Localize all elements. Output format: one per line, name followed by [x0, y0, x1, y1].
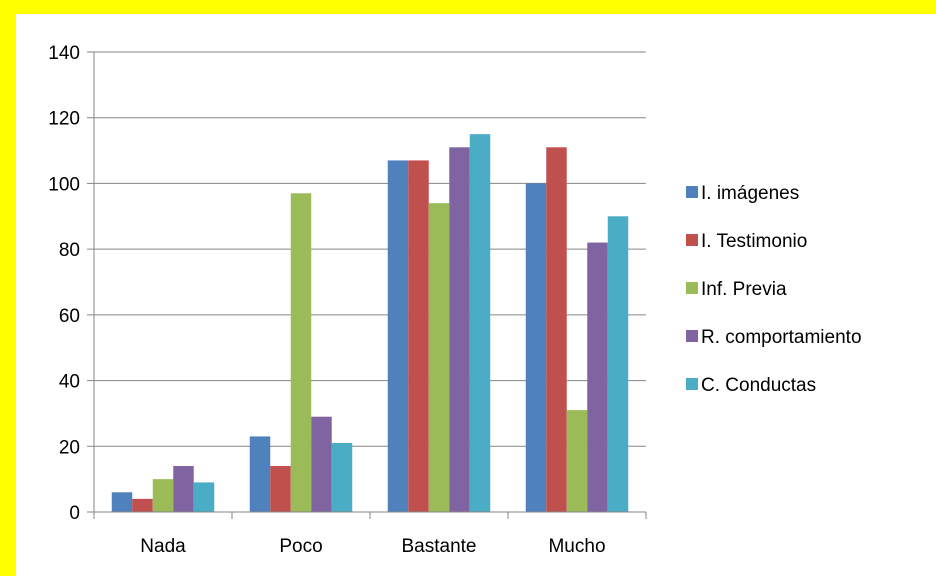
y-tick-label: 100	[48, 174, 80, 195]
bar-chart: 0 20 40 60 80 100 120 140 Nada Poco Bastante Mucho…	[48, 43, 862, 557]
bar-poco-series-2	[270, 466, 291, 512]
legend-label: I. Testimonio	[701, 231, 807, 252]
legend-label: I. imágenes	[701, 183, 799, 204]
x-tick-label: Bastante	[402, 536, 477, 557]
bar-poco-series-1	[249, 436, 271, 512]
bar-nada-series-2	[132, 498, 153, 512]
bar-bastante-series-3	[428, 203, 450, 512]
y-tick-label: 0	[69, 503, 80, 524]
legend: I. imágenes I. Testimonio Inf. Previa R. co…	[686, 183, 862, 396]
bar-bastante-series-1	[387, 160, 409, 512]
bar-poco-series-3	[290, 193, 312, 513]
bar-mucho-series-5	[607, 216, 629, 513]
x-tick-label: Mucho	[548, 536, 605, 557]
x-tick-label: Poco	[279, 536, 322, 557]
x-axis-ticks: Nada Poco Bastante Mucho	[93, 512, 647, 557]
bars	[111, 134, 629, 513]
chart-area: 0 20 40 60 80 100 120 140 Nada Poco Bastante Mucho…	[16, 14, 936, 576]
y-tick-label: 120	[48, 109, 80, 130]
legend-swatch	[686, 378, 698, 390]
bar-mucho-series-1	[525, 183, 547, 512]
bar-nada-series-1	[111, 492, 133, 512]
bar-poco-series-4	[311, 416, 332, 512]
x-tick-label: Nada	[140, 536, 186, 557]
legend-label: R. comportamiento	[701, 327, 862, 348]
bar-nada-series-4	[173, 466, 194, 512]
y-tick-label: 40	[59, 372, 80, 393]
y-tick-label: 60	[59, 306, 80, 327]
bar-bastante-series-2	[408, 160, 429, 512]
legend-swatch	[686, 330, 698, 342]
bar-mucho-series-2	[546, 147, 567, 513]
bar-nada-series-5	[193, 482, 215, 512]
legend-label: Inf. Previa	[701, 279, 787, 300]
legend-label: C. Conductas	[701, 375, 816, 396]
y-tick-label: 80	[59, 240, 80, 261]
bar-nada-series-3	[152, 479, 174, 512]
legend-swatch	[686, 186, 698, 198]
legend-swatch	[686, 234, 698, 246]
y-tick-label: 20	[59, 437, 80, 458]
bar-mucho-series-4	[587, 242, 608, 513]
bar-mucho-series-3	[566, 410, 588, 512]
y-tick-label: 140	[48, 43, 80, 64]
y-axis-ticks: 0 20 40 60 80 100 120 140	[48, 43, 94, 524]
legend-swatch	[686, 282, 698, 294]
bar-bastante-series-5	[469, 134, 491, 512]
bar-bastante-series-4	[449, 147, 470, 513]
bar-poco-series-5	[331, 443, 353, 512]
